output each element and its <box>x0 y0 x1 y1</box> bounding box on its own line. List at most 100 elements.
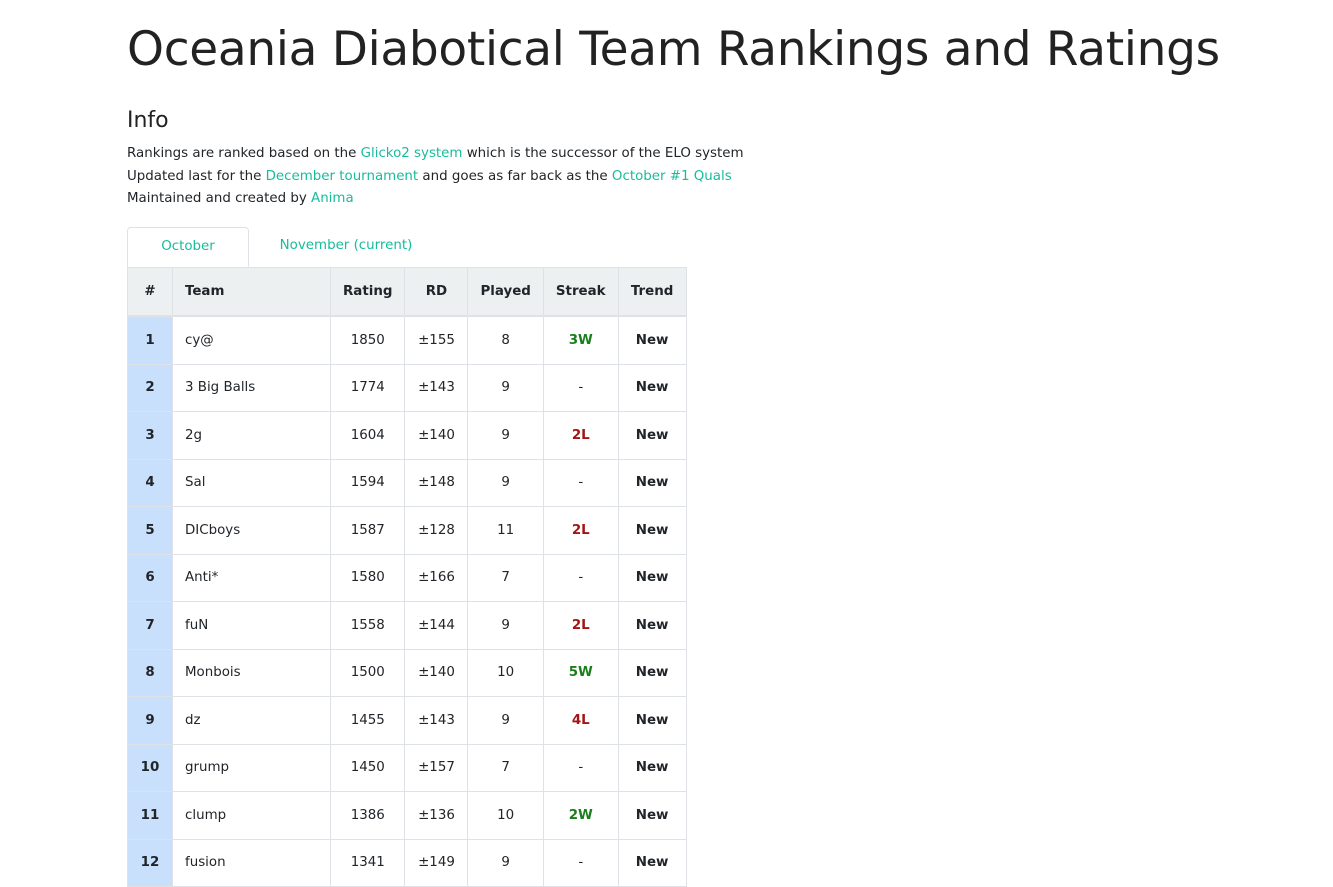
team-cell: DICboys <box>172 506 331 555</box>
rating-cell: 1500 <box>329 648 406 697</box>
trend-cell: New <box>617 838 687 887</box>
team-cell: dz <box>172 696 331 745</box>
col-trend[interactable]: Trend <box>617 267 687 317</box>
streak-cell: 2L <box>542 411 619 460</box>
streak-cell: - <box>542 838 619 887</box>
info-line-maintainer: Maintained and created by Anima <box>127 188 744 211</box>
rating-cell: 1850 <box>329 315 406 365</box>
played-cell: 10 <box>467 791 544 840</box>
trend-cell: New <box>617 696 687 745</box>
table-row: 12 fusion 1341 ±149 9- New <box>127 838 687 887</box>
team-cell: grump <box>172 743 331 792</box>
info-line-updated: Updated last for the December tournament… <box>127 166 744 189</box>
played-cell: 9 <box>467 411 544 460</box>
played-cell: 9 <box>467 458 544 507</box>
streak-cell: - <box>542 458 619 507</box>
table-row: 3 2g 1604 ±140 9 2L New <box>127 411 687 460</box>
table-row: 4 Sal 1594 ±148 9- New <box>127 458 687 507</box>
trend-cell: New <box>617 791 687 840</box>
col-team[interactable]: Team <box>172 267 331 317</box>
december-tournament-link[interactable]: December tournament <box>265 168 419 184</box>
col-played[interactable]: Played <box>467 267 544 317</box>
page-title: Oceania Diabotical Team Rankings and Rat… <box>127 22 1220 77</box>
streak-cell: 2W <box>542 791 619 840</box>
glicko2-link[interactable]: Glicko2 system <box>360 146 463 161</box>
team-cell: Monbois <box>172 648 331 697</box>
table-body: 1 cy@ 1850 ±155 8 3W New 2 3 Big Balls 1774 ±143 9-… <box>127 315 687 887</box>
trend-cell: New <box>617 648 687 697</box>
rank-cell: 6 <box>127 553 173 602</box>
rank-cell: 3 <box>127 411 173 460</box>
rating-cell: 1580 <box>329 553 406 602</box>
october-quals-link[interactable]: October #1 Quals <box>611 168 732 184</box>
col-streak[interactable]: Streak <box>542 267 619 317</box>
rd-cell: ±166 <box>404 553 469 602</box>
streak-cell: 3W <box>542 315 619 365</box>
rd-cell: ±149 <box>404 838 469 887</box>
rd-cell: ±157 <box>404 743 469 792</box>
streak-cell: - <box>542 553 619 602</box>
trend-cell: New <box>617 506 687 555</box>
rank-cell: 12 <box>127 838 173 887</box>
rating-cell: 1455 <box>329 696 406 745</box>
tab-october[interactable]: October <box>127 227 249 267</box>
rating-cell: 1604 <box>329 411 406 460</box>
team-cell: clump <box>172 791 331 840</box>
col-rank[interactable]: # <box>127 267 173 317</box>
info-text-segment: Maintained and created by <box>127 191 312 206</box>
info-text-segment: Rankings are ranked based on the <box>127 146 361 161</box>
played-cell: 9 <box>467 363 544 412</box>
col-rd[interactable]: RD <box>404 267 469 317</box>
rank-cell: 7 <box>127 601 173 650</box>
streak-cell: 2L <box>542 601 619 650</box>
rank-cell: 4 <box>127 458 173 507</box>
played-cell: 7 <box>467 743 544 792</box>
table-row: 1 cy@ 1850 ±155 8 3W New <box>127 315 687 365</box>
played-cell: 9 <box>467 696 544 745</box>
team-cell: fusion <box>172 838 331 887</box>
streak-cell: 2L <box>542 506 619 555</box>
rankings-table: # Team Rating RD Played Streak Trend 1 cy… <box>127 267 687 887</box>
col-rating[interactable]: Rating <box>329 267 406 317</box>
played-cell: 7 <box>467 553 544 602</box>
table-row: 9 dz 1455 ±143 9 4L New <box>127 696 687 745</box>
rating-cell: 1594 <box>329 458 406 507</box>
trend-cell: New <box>617 553 687 602</box>
table-row: 5 DICboys 1587 ±128 11 2L New <box>127 506 687 555</box>
trend-cell: New <box>617 315 687 365</box>
table-row: 7 fuN 1558 ±144 9 2L New <box>127 601 687 650</box>
info-text-segment: and goes as far back as the <box>418 168 612 184</box>
streak-cell: 5W <box>542 648 619 697</box>
rank-cell: 2 <box>127 363 173 412</box>
team-cell: 3 Big Balls <box>172 363 331 412</box>
info-text-segment: Updated last for the <box>127 168 266 184</box>
trend-cell: New <box>617 411 687 460</box>
team-cell: 2g <box>172 411 331 460</box>
played-cell: 10 <box>467 648 544 697</box>
rank-cell: 1 <box>127 315 173 365</box>
rating-cell: 1341 <box>329 838 406 887</box>
table-row: 11 clump 1386 ±136 10 2W New <box>127 791 687 840</box>
rd-cell: ±136 <box>404 791 469 840</box>
rank-cell: 9 <box>127 696 173 745</box>
played-cell: 8 <box>467 315 544 365</box>
tab-november[interactable]: November (current) <box>279 238 413 253</box>
anima-link[interactable]: Anima <box>311 191 354 206</box>
rating-cell: 1774 <box>329 363 406 412</box>
rd-cell: ±148 <box>404 458 469 507</box>
played-cell: 9 <box>467 601 544 650</box>
trend-cell: New <box>617 458 687 507</box>
rd-cell: ±144 <box>404 601 469 650</box>
rating-cell: 1558 <box>329 601 406 650</box>
team-cell: cy@ <box>172 315 331 365</box>
table-header-row: # Team Rating RD Played Streak Trend <box>127 267 687 317</box>
rd-cell: ±140 <box>404 648 469 697</box>
table-row: 8 Monbois 1500 ±140 10 5W New <box>127 648 687 697</box>
streak-cell: - <box>542 743 619 792</box>
rank-cell: 8 <box>127 648 173 697</box>
played-cell: 9 <box>467 838 544 887</box>
trend-cell: New <box>617 601 687 650</box>
streak-cell: 4L <box>542 696 619 745</box>
rating-cell: 1450 <box>329 743 406 792</box>
